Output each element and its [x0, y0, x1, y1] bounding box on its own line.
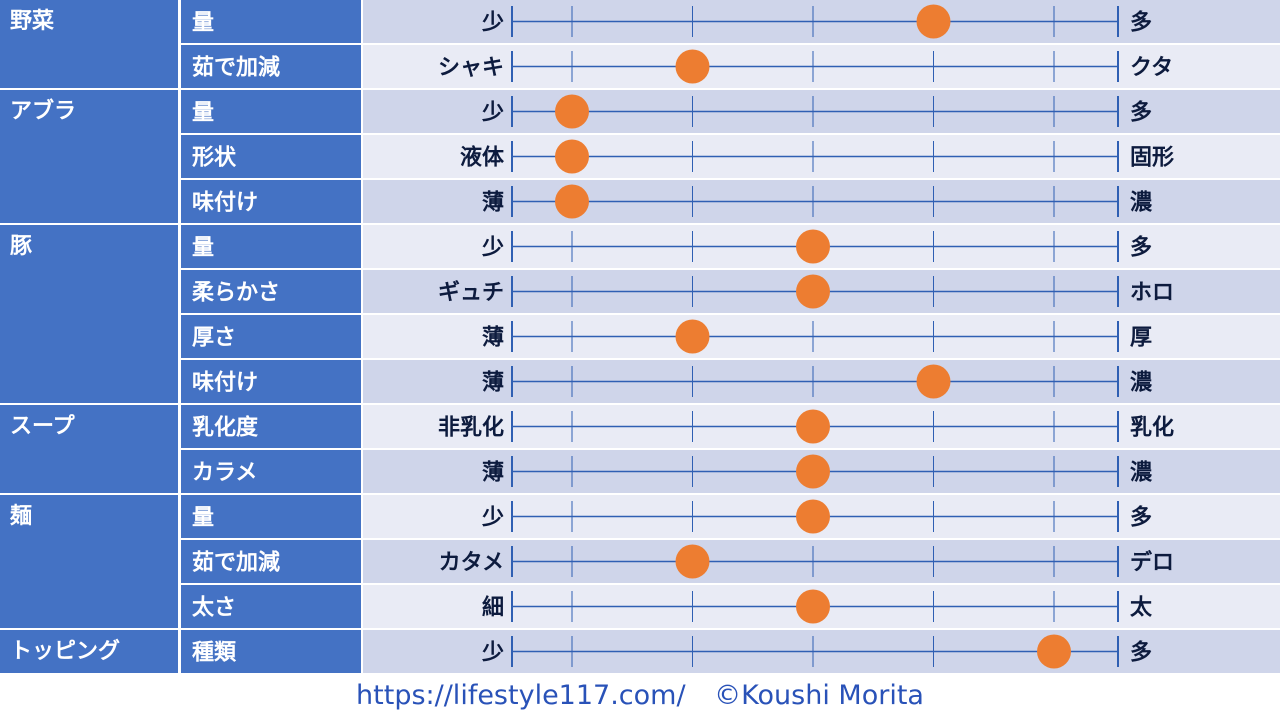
attribute-cell — [181, 450, 361, 493]
scale-left-label: 薄 — [482, 191, 504, 216]
rating-marker — [1037, 634, 1071, 669]
rating-marker — [796, 499, 830, 534]
attribute-label: 種類 — [192, 641, 237, 666]
attribute-cell — [181, 45, 361, 88]
scale-right-label: 多 — [1130, 235, 1152, 261]
scale-right-label: 多 — [1130, 640, 1152, 666]
attribute-label: 味付け — [192, 371, 258, 396]
rating-marker — [796, 589, 830, 624]
attribute-cell — [181, 90, 361, 133]
category-label: 野菜 — [10, 9, 54, 34]
scale-right-label: デロ — [1130, 550, 1174, 576]
attribute-cell — [181, 495, 361, 538]
attribute-cell — [181, 540, 361, 583]
attribute-label: 量 — [192, 236, 214, 261]
scale-left-label: 少 — [481, 236, 504, 261]
category-cell — [0, 225, 178, 403]
rating-marker — [916, 4, 951, 39]
scale-right-label: 太 — [1130, 596, 1153, 621]
footer-copyright: ©Koushi Morita — [714, 680, 924, 711]
attribute-cell — [181, 630, 361, 673]
attribute-label: カラメ — [192, 461, 257, 486]
attribute-label: 厚さ — [192, 326, 236, 351]
scale-left-label: 非乳化 — [438, 415, 504, 441]
scale-right-label: 固形 — [1130, 146, 1174, 171]
scale-right-label: 濃 — [1130, 371, 1153, 396]
attribute-label: 量 — [192, 506, 214, 531]
scale-left-label: ギュチ — [438, 281, 504, 306]
scale-right-label: 厚 — [1130, 326, 1152, 351]
rating-marker — [555, 139, 589, 174]
category-label: 豚 — [10, 234, 32, 259]
scale-left-label: 細 — [482, 595, 504, 621]
category-label: スープ — [10, 414, 76, 439]
scale-right-label: クタ — [1130, 56, 1173, 81]
attribute-label: 形状 — [192, 146, 237, 171]
category-cell — [0, 495, 178, 628]
scale-left-label: 薄 — [482, 371, 504, 396]
attribute-label: 柔らかさ — [192, 281, 280, 306]
scale-right-label: 多 — [1130, 10, 1152, 36]
scale-right-label: ホロ — [1130, 281, 1174, 306]
rating-marker — [796, 454, 830, 489]
attribute-cell — [181, 315, 361, 358]
attribute-cell — [181, 135, 361, 178]
category-cell — [0, 630, 178, 673]
footer-url[interactable]: https://lifestyle117.com/ — [356, 680, 686, 711]
scale-right-label: 濃 — [1130, 191, 1153, 216]
attribute-cell — [181, 0, 361, 43]
scale-right-label: 乳化 — [1130, 415, 1174, 441]
attribute-cell — [181, 225, 361, 268]
scale-left-label: 薄 — [482, 326, 504, 351]
category-label: 麺 — [9, 503, 32, 529]
category-label: アブラ — [10, 98, 76, 124]
scale-right-label: 多 — [1130, 505, 1152, 531]
attribute-label: 茹で加減 — [192, 551, 280, 576]
category-cell — [0, 0, 178, 88]
attribute-label: 量 — [192, 101, 214, 126]
footer: https://lifestyle117.com/ ©Koushi Morita — [0, 674, 1280, 720]
category-cell — [0, 405, 178, 493]
attribute-label: 茹で加減 — [192, 56, 280, 81]
scale-left-label: 液体 — [460, 145, 505, 171]
category-cell — [0, 90, 178, 223]
rating-marker — [675, 49, 710, 84]
rating-marker — [916, 364, 951, 399]
scale-left-label: シャキ — [438, 56, 504, 81]
scale-left-label: カタメ — [439, 551, 504, 576]
attribute-cell — [181, 270, 361, 313]
attribute-label: 量 — [192, 11, 214, 36]
rating-marker — [555, 184, 589, 219]
rating-marker — [555, 94, 589, 129]
category-label: トッピング — [10, 638, 120, 664]
attribute-label: 味付け — [192, 191, 258, 216]
scale-left-label: 少 — [481, 101, 504, 126]
scale-left-label: 少 — [481, 11, 504, 36]
scale-left-label: 少 — [481, 641, 504, 666]
attribute-cell — [181, 585, 361, 628]
rating-marker — [675, 319, 710, 354]
scale-right-label: 多 — [1130, 100, 1152, 126]
rating-marker — [675, 544, 710, 579]
attribute-label: 乳化度 — [192, 415, 259, 441]
rating-chart: 野菜量少多茹で加減 シャキ クタアブラ量少多形状 液体 固形味付け薄濃豚量少多柔らかさギ… — [0, 0, 1280, 673]
attribute-cell — [181, 405, 361, 448]
rating-marker — [796, 274, 830, 309]
scale-left-label: 薄 — [482, 461, 504, 486]
scale-right-label: 濃 — [1130, 461, 1153, 486]
rating-marker — [796, 409, 830, 444]
attribute-label: 太さ — [192, 596, 236, 621]
attribute-cell — [181, 360, 361, 403]
rating-marker — [796, 229, 830, 264]
scale-left-label: 少 — [481, 506, 504, 531]
attribute-cell — [181, 180, 361, 223]
